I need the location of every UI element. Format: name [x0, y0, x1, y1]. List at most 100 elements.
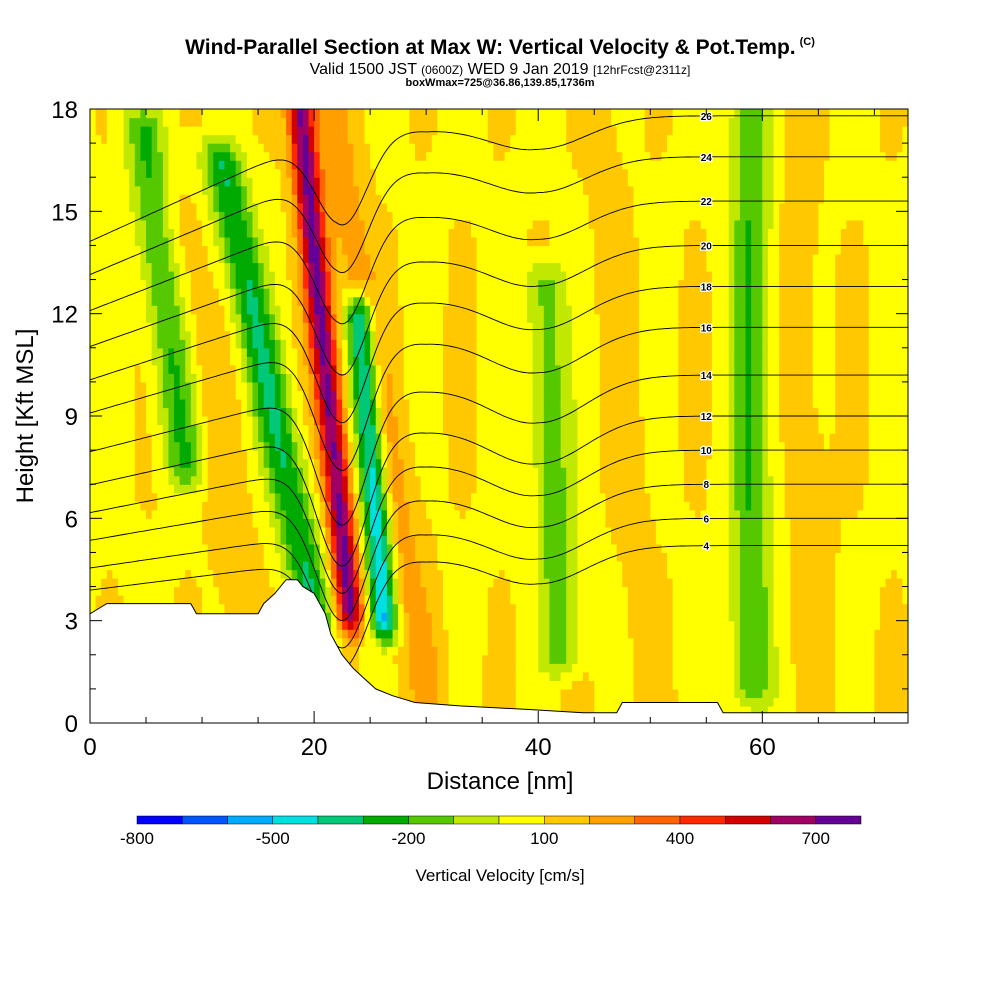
- velocity-cell: [162, 569, 170, 579]
- velocity-cell: [207, 441, 214, 451]
- velocity-cell: [795, 697, 803, 707]
- velocity-cell: [510, 458, 517, 468]
- velocity-cell: [549, 560, 556, 571]
- velocity-cell: [510, 637, 517, 647]
- velocity-cell: [179, 586, 186, 596]
- velocity-cell: [773, 654, 780, 664]
- velocity-cell: [885, 543, 892, 554]
- velocity-cell: [370, 586, 377, 596]
- velocity-cell: [190, 475, 198, 485]
- velocity-cell: [711, 671, 719, 681]
- velocity-cell: [515, 518, 523, 528]
- velocity-cell: [101, 535, 108, 545]
- velocity-cell: [308, 433, 315, 443]
- velocity-cell: [308, 441, 315, 451]
- velocity-cell: [263, 441, 270, 451]
- velocity-cell: [213, 492, 220, 502]
- velocity-cell: [499, 688, 506, 699]
- velocity-cell: [342, 586, 349, 596]
- velocity-cell: [454, 526, 461, 536]
- chart-title-text: Wind-Parallel Section at Max W: Vertical…: [185, 36, 796, 59]
- velocity-cell: [717, 450, 724, 460]
- velocity-cell: [224, 467, 231, 477]
- velocity-cell: [734, 671, 741, 681]
- velocity-cell: [683, 603, 691, 613]
- velocity-cell: [560, 501, 567, 511]
- velocity-cell: [274, 518, 282, 528]
- velocity-cell: [661, 671, 668, 681]
- velocity-cell: [566, 697, 573, 707]
- velocity-cell: [751, 671, 758, 681]
- velocity-cell: [392, 688, 399, 699]
- velocity-cell: [375, 458, 382, 468]
- velocity-cell: [370, 518, 377, 528]
- velocity-cell: [224, 552, 231, 562]
- velocity-cell: [745, 578, 752, 588]
- velocity-cell: [555, 450, 562, 460]
- velocity-cell: [879, 543, 887, 554]
- velocity-cell: [885, 569, 892, 579]
- velocity-cell: [762, 441, 769, 451]
- velocity-cell: [885, 697, 892, 707]
- velocity-cell: [252, 526, 259, 536]
- velocity-cell: [465, 637, 472, 647]
- velocity-cell: [386, 535, 394, 545]
- velocity-cell: [190, 424, 198, 434]
- velocity-cell: [745, 603, 752, 613]
- velocity-cell: [555, 467, 562, 477]
- velocity-cell: [885, 629, 892, 639]
- velocity-cell: [364, 484, 371, 494]
- velocity-cell: [767, 671, 775, 681]
- velocity-cell: [252, 586, 259, 596]
- velocity-cell: [185, 595, 192, 605]
- velocity-cell: [174, 526, 181, 536]
- velocity-cell: [700, 603, 707, 613]
- velocity-cell: [476, 526, 483, 536]
- velocity-cell: [476, 569, 483, 579]
- velocity-cell: [168, 535, 175, 545]
- velocity-cell: [431, 552, 438, 562]
- velocity-cell: [773, 671, 780, 681]
- velocity-cell: [616, 663, 623, 673]
- velocity-cell: [420, 484, 427, 494]
- velocity-cell: [521, 578, 528, 588]
- velocity-cell: [129, 578, 136, 588]
- velocity-cell: [622, 612, 629, 622]
- velocity-cell: [538, 663, 545, 673]
- velocity-cell: [403, 629, 410, 639]
- velocity-cell: [543, 450, 551, 460]
- velocity-cell: [90, 552, 97, 562]
- velocity-cell: [678, 535, 685, 545]
- velocity-cell: [325, 492, 332, 502]
- velocity-cell: [706, 586, 713, 596]
- velocity-cell: [835, 543, 842, 554]
- velocity-cell: [672, 688, 679, 699]
- velocity-cell: [157, 535, 164, 545]
- velocity-cell: [420, 543, 427, 554]
- velocity-cell: [723, 586, 730, 596]
- velocity-cell: [689, 543, 696, 554]
- velocity-cell: [286, 535, 293, 545]
- velocity-cell: [437, 637, 444, 647]
- velocity-cell: [902, 603, 908, 613]
- velocity-cell: [655, 654, 663, 664]
- velocity-cell: [476, 518, 483, 528]
- velocity-cell: [655, 441, 663, 451]
- velocity-cell: [549, 586, 556, 596]
- velocity-cell: [605, 543, 612, 554]
- velocity-cell: [650, 680, 657, 690]
- velocity-cell: [246, 509, 254, 519]
- velocity-cell: [734, 492, 741, 502]
- velocity-cell: [846, 501, 853, 511]
- velocity-cell: [252, 492, 259, 502]
- velocity-cell: [751, 433, 758, 443]
- velocity-cell: [157, 441, 164, 451]
- velocity-cell: [196, 578, 203, 588]
- velocity-cell: [689, 518, 696, 528]
- velocity-cell: [314, 492, 321, 502]
- velocity-cell: [409, 569, 416, 579]
- velocity-cell: [807, 671, 814, 681]
- velocity-cell: [358, 552, 366, 562]
- velocity-cell: [140, 450, 147, 460]
- velocity-cell: [174, 578, 181, 588]
